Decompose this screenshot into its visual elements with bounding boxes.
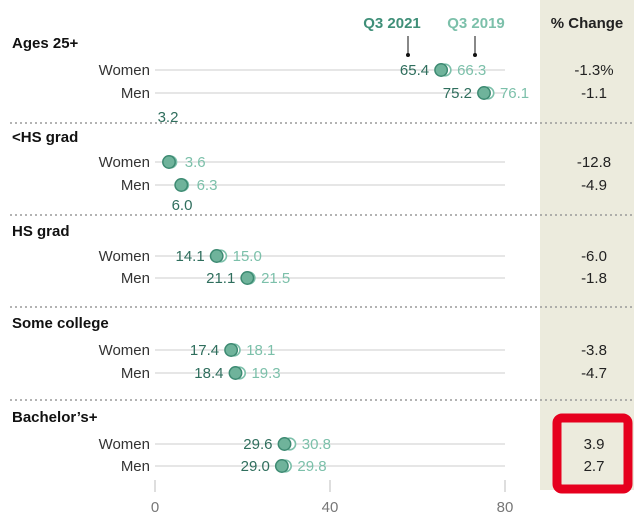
value-label-2019: 6.3 — [197, 177, 218, 194]
value-label-2019: 29.8 — [297, 458, 326, 475]
x-tick-label: 0 — [151, 499, 159, 516]
value-label-2019: 15.0 — [233, 248, 262, 265]
value-label-2021: 3.2 — [158, 109, 179, 126]
row-label: Women — [99, 248, 150, 265]
percent-change-value: -4.7 — [581, 365, 607, 382]
value-label-2019: 3.6 — [185, 154, 206, 171]
row-label: Women — [99, 154, 150, 171]
group-label: Bachelor’s+ — [12, 409, 98, 426]
dot-q3-2021 — [434, 63, 449, 77]
legend-pointer-2019-dot — [473, 53, 477, 57]
row-label: Women — [99, 342, 150, 359]
value-label-2021: 29.6 — [243, 436, 272, 453]
dot-q3-2021 — [228, 366, 243, 380]
row-label: Women — [99, 436, 150, 453]
legend-pointer-2021-dot — [406, 53, 410, 57]
x-tick-label: 80 — [497, 499, 514, 516]
percent-change-value: -1.3% — [574, 62, 613, 79]
value-label-2021: 75.2 — [443, 85, 472, 102]
dot-q3-2021 — [162, 155, 176, 169]
group-label: Some college — [12, 315, 109, 332]
legend-q3-2021: Q3 2021 — [363, 15, 421, 32]
percent-change-value: -1.1 — [581, 85, 607, 102]
value-label-2021: 14.1 — [175, 248, 204, 265]
percent-change-value: 2.7 — [584, 458, 605, 475]
row-label: Men — [121, 365, 150, 382]
x-tick-label: 40 — [322, 499, 339, 516]
group-label: <HS grad — [12, 129, 78, 146]
value-label-2021: 65.4 — [400, 62, 429, 79]
legend-q3-2019: Q3 2019 — [447, 15, 505, 32]
value-label-2021: 29.0 — [241, 458, 270, 475]
row-label: Men — [121, 270, 150, 287]
percent-change-value: 3.9 — [584, 436, 605, 453]
value-label-2019: 66.3 — [457, 62, 486, 79]
value-label-2021: 6.0 — [172, 197, 193, 214]
row-label: Men — [121, 177, 150, 194]
percent-change-value: -12.8 — [577, 154, 611, 171]
change-column-panel — [540, 0, 634, 490]
value-label-2019: 21.5 — [261, 270, 290, 287]
value-label-2019: 18.1 — [246, 342, 275, 359]
dot-q3-2021 — [174, 178, 189, 192]
dot-q3-2021 — [209, 249, 224, 263]
value-label-2019: 30.8 — [302, 436, 331, 453]
row-label: Women — [99, 62, 150, 79]
group-label: HS grad — [12, 223, 70, 240]
percent-change-value: -6.0 — [581, 248, 607, 265]
percent-change-value: -4.9 — [581, 177, 607, 194]
value-label-2021: 21.1 — [206, 270, 235, 287]
dot-q3-2021 — [477, 86, 491, 100]
group-label: Ages 25+ — [12, 35, 79, 52]
value-label-2021: 17.4 — [190, 342, 219, 359]
value-label-2019: 19.3 — [251, 365, 280, 382]
change-column-header: % Change — [551, 15, 624, 32]
dot-q3-2021 — [224, 343, 239, 357]
row-label: Men — [121, 458, 150, 475]
dot-q3-2021 — [277, 437, 292, 451]
row-label: Men — [121, 85, 150, 102]
dot-q3-2021 — [274, 459, 289, 473]
value-label-2021: 18.4 — [194, 365, 223, 382]
highlight-box — [552, 413, 633, 494]
percent-change-value: -3.8 — [581, 342, 607, 359]
percent-change-value: -1.8 — [581, 270, 607, 287]
dot-q3-2021 — [240, 271, 255, 285]
value-label-2019: 76.1 — [500, 85, 529, 102]
